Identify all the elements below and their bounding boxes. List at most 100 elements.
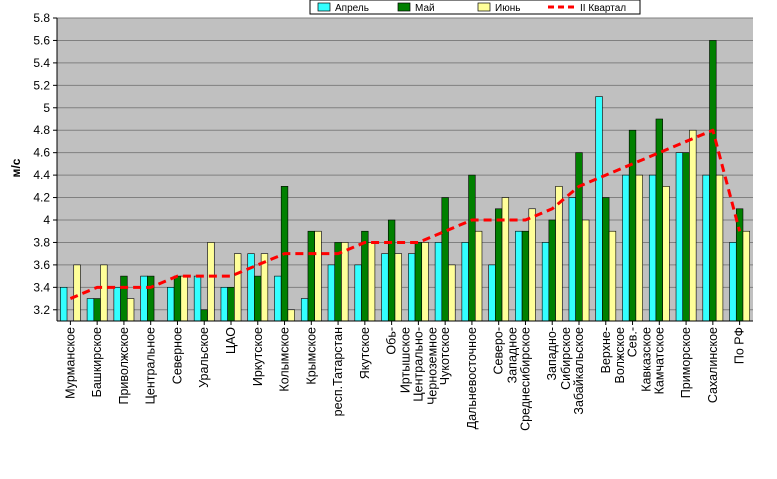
bar-series-2-8 (287, 309, 295, 322)
legend-label-2: Июнь (495, 3, 520, 14)
x-tick-label-line: Забайкальское (572, 327, 586, 415)
x-tick-label-line: Сибирское (559, 327, 573, 390)
bar-series-0-6 (220, 287, 228, 322)
x-tick-label-line: ЦАО (224, 327, 238, 354)
x-tick-label-line: Кавказское (640, 327, 654, 392)
bar-series-1-24 (709, 40, 717, 322)
bar-series-2-15 (474, 230, 483, 322)
y-tick-label: 3.8 (33, 235, 50, 249)
series-line-3 (69, 128, 742, 300)
bar-series-2-9 (314, 230, 322, 322)
x-tick-label-18: Западно- Сибирское (545, 321, 573, 390)
bar-series-1-1 (93, 298, 101, 322)
bar-series-0-2 (113, 287, 121, 322)
x-tick-label-19: Забайкальское (572, 321, 586, 415)
bar-series-2-24 (715, 174, 724, 322)
bar-series-1-14 (441, 197, 449, 322)
bar-series-0-19 (568, 197, 576, 322)
bar-series-0-15 (461, 242, 469, 322)
x-tick-label-25: По РФ (733, 321, 747, 364)
bar-series-2-19 (582, 219, 590, 322)
x-axis-labels: Мурманское Башкирское Приволжское Центральн… (63, 321, 747, 431)
x-tick-label-6: ЦАО (224, 321, 238, 354)
bar-series-2-6 (234, 253, 242, 322)
bar-series-2-17 (528, 208, 536, 322)
bar-series-0-3 (140, 275, 148, 322)
legend-swatch-0 (317, 2, 331, 12)
bar-series-2-18 (555, 186, 563, 322)
y-tick-label: 5.4 (33, 56, 50, 70)
x-tick-label-line: Колымское (278, 327, 292, 392)
legend-swatch-1 (397, 2, 411, 12)
legend: Апрель Май Июнь II Квартал (309, 0, 641, 15)
bar-series-0-0 (60, 287, 68, 322)
x-tick-label-22: Камчатское (652, 321, 666, 394)
legend-label-3: II Квартал (580, 3, 626, 14)
x-tick-label-1: Башкирское (90, 321, 104, 397)
x-tick-label-12: Обь- Иртышское (385, 321, 413, 393)
x-tick-label-line: Северо- (492, 327, 506, 375)
bar-series-0-23 (675, 152, 684, 322)
bar-series-2-14 (448, 264, 456, 322)
x-tick-label-16: Северо- Западное (492, 321, 520, 383)
bar-series-2-23 (689, 129, 697, 322)
x-tick-label-line: Сахалинское (706, 327, 720, 403)
bar-series-2-21 (635, 174, 643, 322)
bar-series-2-10 (341, 242, 349, 322)
bar-series-2-16 (501, 197, 510, 322)
bar-series-0-4 (167, 287, 175, 322)
x-tick-label-14: Чукотское (438, 321, 452, 385)
bar-series-1-15 (468, 174, 476, 322)
y-axis-ticks: 3.2 3.4 3.6 3.8 4 4.2 4.4 4.6 4.8 5 5.2 5.4 5.6 5.8 (33, 11, 57, 317)
x-tick-label-line: Центрально- (411, 327, 425, 402)
gridlines (57, 17, 753, 311)
legend-box (309, 0, 641, 15)
quarter-line (69, 128, 742, 300)
axes (56, 18, 753, 322)
y-tick-label: 3.2 (33, 303, 50, 317)
y-tick-label: 3.6 (33, 258, 50, 272)
y-tick-label: 4.8 (33, 123, 50, 137)
x-tick-label-line: Чукотское (438, 327, 452, 385)
bar-series-2-5 (207, 242, 215, 322)
bar-series-0-8 (274, 275, 282, 322)
y-tick-label: 5.2 (33, 78, 50, 92)
x-tick-label-line: Обь- (385, 327, 399, 355)
x-tick-label-23: Приморское (679, 321, 693, 398)
x-tick-label-4: Северное (170, 321, 184, 384)
bar-series-1-21 (628, 129, 637, 322)
bar-series-1-9 (307, 230, 315, 322)
legend-label-0: Апрель (335, 3, 369, 14)
bar-series-2-22 (662, 186, 670, 322)
bar-series-2-2 (126, 298, 135, 322)
bar-series-1-25 (735, 208, 744, 322)
bar-series-0-17 (515, 230, 523, 322)
bar-series-0-7 (247, 253, 255, 322)
x-tick-label-15: Дальневосточное (465, 321, 479, 429)
x-tick-label-7: Иркутское (251, 321, 265, 386)
x-tick-label-line: Иркутское (251, 327, 265, 386)
x-tick-label-line: Мурманское (63, 327, 77, 399)
x-tick-label-line: По РФ (733, 327, 747, 364)
bar-series-1-4 (173, 275, 182, 322)
bar-series-0-13 (408, 253, 416, 322)
x-tick-label-line: Западное (506, 327, 520, 383)
y-tick-label: 5.6 (33, 33, 50, 47)
x-tick-label-line: Волжское (613, 327, 627, 383)
y-tick-label: 3.4 (33, 280, 50, 294)
legend-swatch-2 (477, 2, 491, 12)
x-tick-label-0: Мурманское (63, 321, 77, 399)
bar-series-0-12 (381, 253, 389, 322)
x-tick-label-line: Верхне- (599, 327, 613, 373)
x-tick-label-line: респ.Татарстан (331, 327, 345, 416)
x-tick-label-line: Камчатское (652, 327, 666, 394)
y-tick-label: 4 (43, 213, 50, 227)
x-tick-label-line: Башкирское (90, 327, 104, 397)
bar-series-2-0 (73, 264, 81, 322)
bar-series-0-20 (595, 96, 603, 322)
y-tick-label: 4.6 (33, 146, 50, 160)
bar-series-1-19 (575, 152, 583, 322)
bar-series-0-10 (327, 264, 336, 322)
plot-area (57, 18, 753, 321)
x-tick-label-24: Сахалинское (706, 321, 720, 403)
